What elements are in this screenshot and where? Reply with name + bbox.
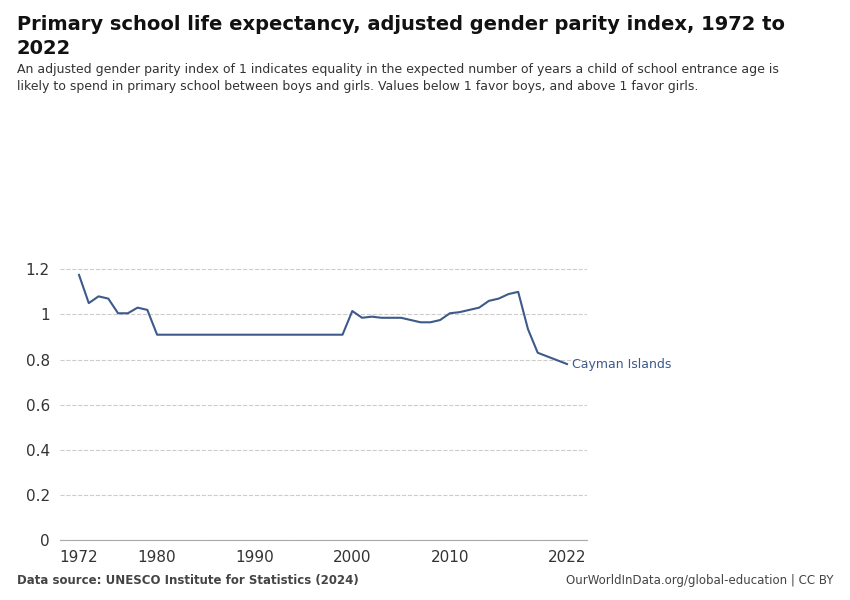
- Text: Our World: Our World: [715, 22, 785, 35]
- Text: An adjusted gender parity index of 1 indicates equality in the expected number o: An adjusted gender parity index of 1 ind…: [17, 63, 779, 93]
- Text: Data source: UNESCO Institute for Statistics (2024): Data source: UNESCO Institute for Statis…: [17, 574, 359, 587]
- Text: in Data: in Data: [725, 43, 775, 56]
- Text: Primary school life expectancy, adjusted gender parity index, 1972 to: Primary school life expectancy, adjusted…: [17, 15, 785, 34]
- Text: 2022: 2022: [17, 39, 71, 58]
- Text: OurWorldInData.org/global-education | CC BY: OurWorldInData.org/global-education | CC…: [565, 574, 833, 587]
- Text: Cayman Islands: Cayman Islands: [572, 358, 672, 371]
